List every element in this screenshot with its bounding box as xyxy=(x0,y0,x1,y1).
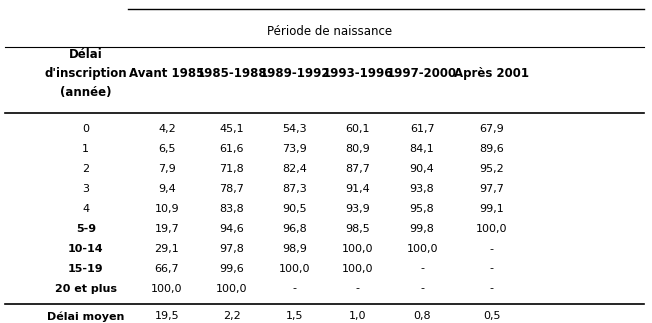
Text: Avant 1985: Avant 1985 xyxy=(129,67,205,80)
Text: 1985-1988: 1985-1988 xyxy=(196,67,267,80)
Text: -: - xyxy=(420,264,424,274)
Text: 45,1: 45,1 xyxy=(220,124,244,134)
Text: 19,5: 19,5 xyxy=(155,311,179,321)
Text: -: - xyxy=(420,284,424,294)
Text: 99,6: 99,6 xyxy=(220,264,244,274)
Text: 7,9: 7,9 xyxy=(158,164,176,174)
Text: 100,0: 100,0 xyxy=(216,284,248,294)
Text: 100,0: 100,0 xyxy=(342,244,374,254)
Text: 6,5: 6,5 xyxy=(158,144,175,154)
Text: -: - xyxy=(356,284,360,294)
Text: 90,4: 90,4 xyxy=(409,164,434,174)
Text: 91,4: 91,4 xyxy=(346,184,370,194)
Text: 2: 2 xyxy=(82,164,89,174)
Text: 100,0: 100,0 xyxy=(279,264,310,274)
Text: (année): (année) xyxy=(60,86,111,99)
Text: 15-19: 15-19 xyxy=(68,264,104,274)
Text: 99,1: 99,1 xyxy=(479,204,504,214)
Text: Période de naissance: Période de naissance xyxy=(267,25,392,38)
Text: 1989-1992: 1989-1992 xyxy=(259,67,330,80)
Text: 0,8: 0,8 xyxy=(413,311,431,321)
Text: 67,9: 67,9 xyxy=(479,124,504,134)
Text: 84,1: 84,1 xyxy=(409,144,434,154)
Text: Délai: Délai xyxy=(69,48,102,61)
Text: 87,3: 87,3 xyxy=(282,184,307,194)
Text: 71,8: 71,8 xyxy=(220,164,244,174)
Text: 1997-2000: 1997-2000 xyxy=(387,67,457,80)
Text: 98,9: 98,9 xyxy=(282,244,307,254)
Text: 98,5: 98,5 xyxy=(346,224,370,234)
Text: 3: 3 xyxy=(82,184,89,194)
Text: 60,1: 60,1 xyxy=(346,124,370,134)
Text: 0,5: 0,5 xyxy=(482,311,500,321)
Text: 4: 4 xyxy=(82,204,89,214)
Text: -: - xyxy=(490,264,494,274)
Text: 73,9: 73,9 xyxy=(282,144,307,154)
Text: 94,6: 94,6 xyxy=(220,224,244,234)
Text: 2,2: 2,2 xyxy=(223,311,241,321)
Text: Après 2001: Après 2001 xyxy=(454,67,529,80)
Text: 1: 1 xyxy=(82,144,89,154)
Text: 97,8: 97,8 xyxy=(220,244,244,254)
Text: -: - xyxy=(490,284,494,294)
Text: 100,0: 100,0 xyxy=(151,284,183,294)
Text: 100,0: 100,0 xyxy=(406,244,438,254)
Text: 9,4: 9,4 xyxy=(158,184,176,194)
Text: 54,3: 54,3 xyxy=(282,124,307,134)
Text: 66,7: 66,7 xyxy=(155,264,179,274)
Text: 29,1: 29,1 xyxy=(155,244,179,254)
Text: -: - xyxy=(293,284,297,294)
Text: 95,2: 95,2 xyxy=(479,164,504,174)
Text: 1,5: 1,5 xyxy=(286,311,304,321)
Text: 96,8: 96,8 xyxy=(282,224,307,234)
Text: 20 et plus: 20 et plus xyxy=(55,284,117,294)
Text: 78,7: 78,7 xyxy=(220,184,244,194)
Text: 95,8: 95,8 xyxy=(409,204,434,214)
Text: 61,6: 61,6 xyxy=(220,144,244,154)
Text: d'inscription: d'inscription xyxy=(44,67,127,80)
Text: 10,9: 10,9 xyxy=(155,204,179,214)
Text: 90,5: 90,5 xyxy=(282,204,307,214)
Text: 61,7: 61,7 xyxy=(409,124,434,134)
Text: 80,9: 80,9 xyxy=(346,144,370,154)
Text: 4,2: 4,2 xyxy=(158,124,176,134)
Text: 19,7: 19,7 xyxy=(155,224,179,234)
Text: -: - xyxy=(490,244,494,254)
Text: Délai moyen: Délai moyen xyxy=(47,311,125,322)
Text: 5-9: 5-9 xyxy=(76,224,96,234)
Text: 1993-1996: 1993-1996 xyxy=(323,67,393,80)
Text: 97,7: 97,7 xyxy=(479,184,504,194)
Text: 82,4: 82,4 xyxy=(282,164,307,174)
Text: 83,8: 83,8 xyxy=(220,204,244,214)
Text: 89,6: 89,6 xyxy=(479,144,504,154)
Text: 99,8: 99,8 xyxy=(409,224,434,234)
Text: 0: 0 xyxy=(82,124,89,134)
Text: 1,0: 1,0 xyxy=(349,311,366,321)
Text: 87,7: 87,7 xyxy=(346,164,370,174)
Text: 93,8: 93,8 xyxy=(409,184,434,194)
Text: 100,0: 100,0 xyxy=(342,264,374,274)
Text: 10-14: 10-14 xyxy=(68,244,104,254)
Text: 100,0: 100,0 xyxy=(476,224,507,234)
Text: 93,9: 93,9 xyxy=(346,204,370,214)
